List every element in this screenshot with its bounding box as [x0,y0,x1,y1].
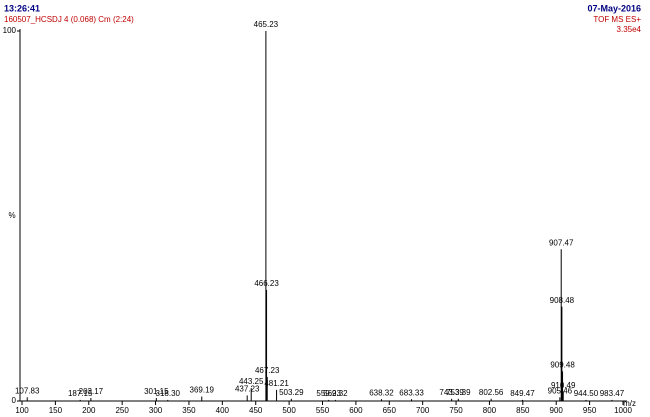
x-tick-label: 900 [550,406,564,415]
peak-label: 910.49 [551,381,576,390]
peak-label: 107.83 [15,386,40,395]
peak-label: 443.25 [239,377,264,386]
intensity: 3.35e4 [617,25,642,34]
x-tick-label: 650 [383,406,397,415]
x-tick-label: 150 [49,406,63,415]
x-tick-label: 800 [483,406,497,415]
peak-label: 481.21 [264,379,289,388]
peak-label: 983.47 [600,389,625,398]
peak-label: 849.47 [510,389,535,398]
peak-label: 802.56 [479,388,504,397]
x-tick-label: 100 [15,406,29,415]
peak-label: 466.23 [254,279,279,288]
time: 13:26:41 [4,3,40,13]
x-tick-label: 750 [449,406,463,415]
peak-label: 203.17 [79,387,104,396]
x-tick-label: 550 [316,406,330,415]
mode: TOF MS ES+ [593,15,641,24]
x-tick-label: 950 [583,406,597,415]
peak-label: 503.29 [279,388,304,397]
peak-label: 369.19 [190,386,215,395]
peak-label: 437.23 [235,385,260,394]
x-tick-label: 500 [282,406,296,415]
y-tick-label: 0 [12,396,17,405]
peak-label: 743.39 [439,388,464,397]
x-tick-label: 200 [82,406,96,415]
peak-label: 753.39 [446,388,471,397]
x-tick-label: 300 [149,406,163,415]
date: 07-May-2016 [587,3,641,13]
y-tick-label: 100 [3,26,17,35]
y-axis-label: % [8,211,15,220]
x-tick-label: 600 [349,406,363,415]
peak-label: 683.33 [399,388,424,397]
peak-label: 467.23 [255,366,280,375]
peak-label: 465.23 [254,20,279,29]
x-tick-label: 1000 [614,406,632,415]
x-tick-label: 250 [115,406,129,415]
peak-label: 187.15 [68,389,93,398]
peak-label: 909.48 [550,361,575,370]
peak-label: 301.15 [144,387,169,396]
sample: 160507_HCSDJ 4 (0.068) Cm (2:24) [4,15,134,24]
x-axis-label: m/z [623,399,636,408]
x-tick-label: 400 [216,406,230,415]
x-tick-label: 850 [516,406,530,415]
peak-label: 905.46 [548,386,573,395]
peak-label: 318.30 [156,389,181,398]
peak-label: 638.32 [369,388,394,397]
x-tick-label: 450 [249,406,263,415]
peak-label: 944.50 [574,389,599,398]
peak-label: 569.32 [323,389,348,398]
peak-label: 559.23 [316,389,341,398]
peak-label: 907.47 [549,238,574,247]
peak-label: 908.48 [550,296,575,305]
x-tick-label: 700 [416,406,430,415]
x-tick-label: 350 [182,406,196,415]
